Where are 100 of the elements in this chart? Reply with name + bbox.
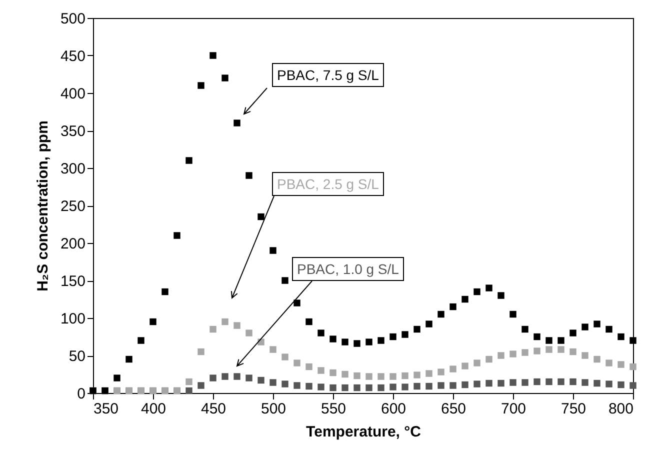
x-tick-label: 650 xyxy=(440,400,466,418)
point xyxy=(618,361,624,368)
point xyxy=(210,326,216,333)
point xyxy=(282,354,288,360)
point xyxy=(498,292,504,299)
point xyxy=(378,373,384,380)
point xyxy=(462,381,468,388)
point xyxy=(558,346,564,353)
point xyxy=(510,350,516,358)
x-tick-label: 600 xyxy=(380,400,406,418)
point xyxy=(546,378,552,386)
point xyxy=(402,331,408,338)
y-tick-label: 450 xyxy=(60,48,86,65)
point xyxy=(486,284,492,292)
point xyxy=(582,379,588,386)
x-tick-label: 700 xyxy=(500,400,526,418)
point xyxy=(342,338,348,346)
point xyxy=(618,381,624,388)
point xyxy=(294,300,300,306)
point xyxy=(186,387,192,394)
point xyxy=(330,384,336,392)
point xyxy=(534,333,540,340)
point xyxy=(606,326,612,333)
point xyxy=(510,310,516,318)
point xyxy=(366,373,372,380)
point xyxy=(186,157,192,164)
point xyxy=(174,232,180,239)
point xyxy=(498,380,504,387)
point xyxy=(522,379,528,386)
point xyxy=(270,346,276,353)
x-tick-label: 400 xyxy=(140,400,166,418)
point xyxy=(198,348,204,356)
point xyxy=(414,326,420,333)
point xyxy=(378,337,384,344)
point xyxy=(222,74,228,82)
point xyxy=(426,382,432,390)
point xyxy=(330,336,336,342)
y-tick-label: 250 xyxy=(60,198,86,215)
point xyxy=(354,384,360,392)
point xyxy=(366,384,372,392)
point xyxy=(126,356,132,363)
x-tick-label: 350 xyxy=(94,400,119,418)
point xyxy=(450,303,456,310)
point xyxy=(570,378,576,386)
point xyxy=(534,348,540,354)
point xyxy=(246,172,252,179)
point xyxy=(618,333,624,340)
y-tick-label: 300 xyxy=(60,160,86,178)
point xyxy=(330,369,336,376)
point xyxy=(546,346,552,353)
point xyxy=(414,382,420,390)
point xyxy=(522,349,528,356)
point xyxy=(210,52,216,59)
point xyxy=(282,277,288,284)
point xyxy=(162,288,168,296)
point xyxy=(402,372,408,380)
point xyxy=(438,310,444,318)
point xyxy=(450,382,456,389)
y-tick-label: 50 xyxy=(68,348,86,365)
point xyxy=(594,356,600,363)
point xyxy=(462,362,468,370)
y-tick-label: 350 xyxy=(60,123,86,140)
point xyxy=(462,296,468,303)
point xyxy=(582,324,588,330)
point xyxy=(510,379,516,386)
point xyxy=(546,337,552,344)
y-tick-label: 500 xyxy=(60,10,86,28)
text: PBAC, 1.0 g S/L xyxy=(292,257,404,281)
point xyxy=(594,380,600,387)
point xyxy=(582,352,588,359)
point xyxy=(294,382,300,389)
point xyxy=(318,384,324,390)
point xyxy=(222,318,228,326)
point xyxy=(558,337,564,344)
point xyxy=(402,384,408,390)
y-tick-label: 0 xyxy=(77,386,86,402)
point xyxy=(426,320,432,328)
point xyxy=(198,382,204,389)
point xyxy=(342,384,348,392)
x-tick-label: 450 xyxy=(200,400,226,418)
point xyxy=(474,288,480,296)
point xyxy=(534,378,540,386)
point xyxy=(414,372,420,378)
point xyxy=(270,247,276,254)
point xyxy=(306,382,312,390)
point xyxy=(282,380,288,388)
point xyxy=(306,318,312,326)
x-tick-label: 800 xyxy=(608,400,634,418)
point xyxy=(606,380,612,388)
point xyxy=(630,363,636,370)
point xyxy=(306,363,312,370)
point xyxy=(594,320,600,328)
point xyxy=(318,367,324,374)
x-tick-label: 750 xyxy=(560,400,586,418)
point xyxy=(438,368,444,376)
point xyxy=(558,378,564,386)
point xyxy=(258,213,264,220)
point xyxy=(486,356,492,363)
point xyxy=(498,352,504,359)
point xyxy=(342,370,348,378)
